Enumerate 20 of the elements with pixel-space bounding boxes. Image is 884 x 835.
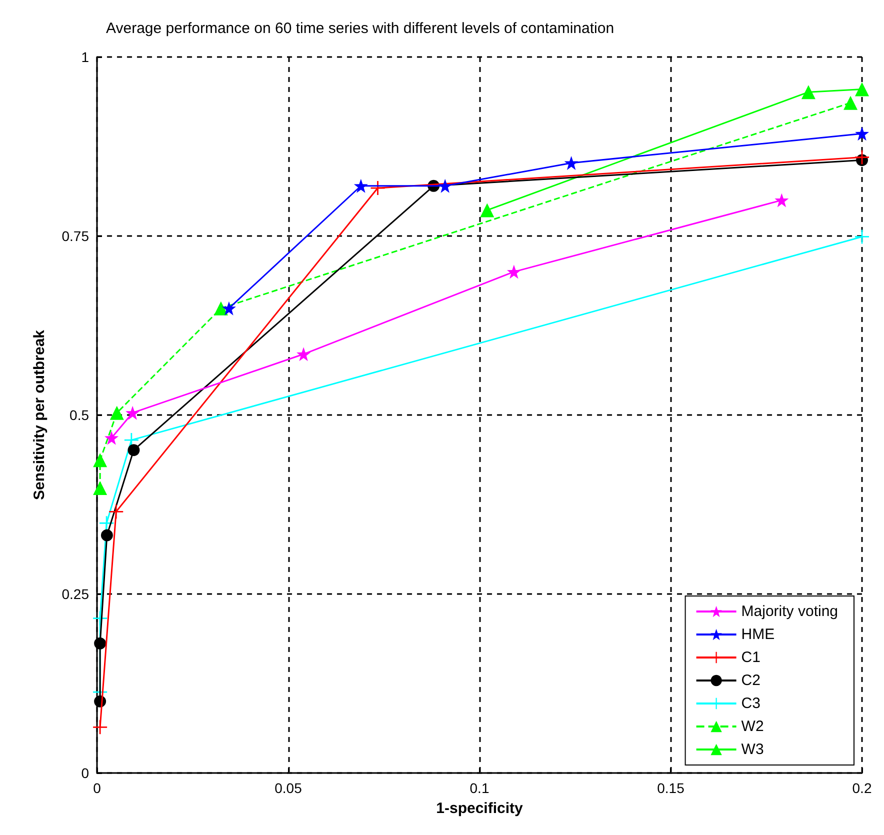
y-axis-title: Sensitivity per outbreak <box>31 329 48 500</box>
x-axis-title: 1-specificity <box>436 800 524 817</box>
x-tick-label: 0 <box>93 780 102 796</box>
legend-label: HME <box>741 626 775 643</box>
x-tick-label: 0.2 <box>852 780 872 796</box>
legend-label: W2 <box>741 718 764 735</box>
y-tick-label: 0.25 <box>62 586 90 602</box>
legend-label: C1 <box>741 649 760 666</box>
legend-label: C2 <box>741 672 760 689</box>
legend-label: C3 <box>741 695 760 712</box>
y-tick-label: 0 <box>81 765 90 781</box>
x-tick-label: 0.15 <box>657 780 685 796</box>
y-tick-label: 1 <box>81 49 90 65</box>
legend-label: Majority voting <box>741 603 838 620</box>
x-tick-label: 0.1 <box>470 780 490 796</box>
chart-title: Average performance on 60 time series with different levels of contamination <box>106 20 614 37</box>
legend-label: W3 <box>741 741 764 758</box>
y-tick-label: 0.75 <box>62 228 90 244</box>
y-tick-label: 0.5 <box>70 407 90 423</box>
x-tick-label: 0.05 <box>274 780 302 796</box>
